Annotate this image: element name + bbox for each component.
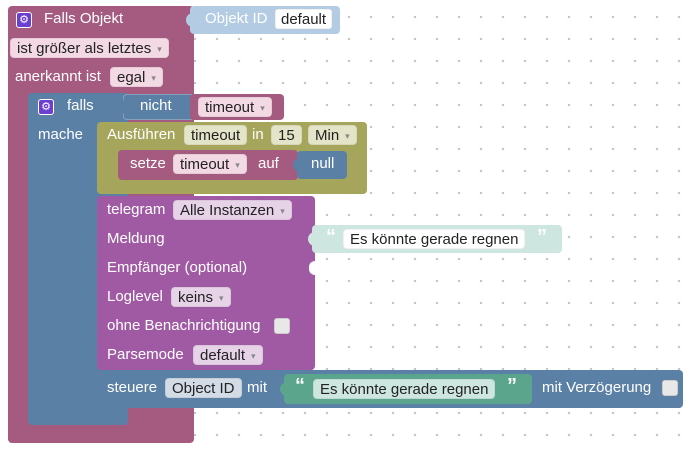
- chevron-down-icon: ▾: [157, 44, 162, 54]
- set-label: setze: [130, 155, 166, 172]
- message-label: Meldung: [107, 230, 165, 247]
- not-label: nicht: [140, 97, 172, 114]
- silent-checkbox[interactable]: [274, 318, 290, 334]
- chevron-down-icon: ▾: [251, 351, 256, 361]
- parsemode-value: default: [200, 347, 246, 364]
- timeout-unit-dropdown[interactable]: Min ▾: [308, 125, 357, 145]
- recipient-socket[interactable]: [309, 261, 315, 275]
- null-notch: [293, 158, 301, 172]
- ack-dropdown[interactable]: egal ▾: [110, 67, 163, 87]
- object-id-label: Objekt ID: [205, 10, 268, 27]
- telegram-label: telegram: [107, 201, 166, 218]
- chevron-down-icon: ▾: [280, 206, 285, 216]
- compare-dropdown-value: ist größer als letztes: [17, 40, 152, 57]
- close-quote-icon: ”: [537, 226, 547, 248]
- set-variable-dropdown[interactable]: timeout ▾: [173, 154, 247, 174]
- chevron-down-icon: ▾: [235, 160, 240, 170]
- parsemode-dropdown[interactable]: default ▾: [193, 345, 263, 365]
- do-label: mache: [38, 126, 84, 143]
- set-variable-value: timeout: [180, 156, 230, 173]
- delay-checkbox[interactable]: [662, 380, 678, 396]
- null-block[interactable]: [297, 151, 347, 179]
- parsemode-label: Parsemode: [107, 346, 184, 363]
- telegram-instance-value: Alle Instanzen: [180, 202, 275, 219]
- trigger-block-bottom: [8, 430, 194, 442]
- object-id-value[interactable]: default: [275, 9, 333, 29]
- message-text-notch: [308, 232, 316, 246]
- open-quote-icon: “: [326, 226, 336, 248]
- if-label: falls: [67, 97, 94, 114]
- gear-icon[interactable]: ⚙: [38, 99, 54, 115]
- close-quote-icon: ”: [507, 375, 517, 397]
- chevron-down-icon: ▾: [345, 131, 350, 141]
- timeout-unit-value: Min: [315, 127, 340, 144]
- chevron-down-icon: ▾: [260, 103, 265, 113]
- recipient-label: Empfänger (optional): [107, 259, 248, 276]
- silent-label: ohne Benachrichtigung: [107, 317, 261, 334]
- control-text-field[interactable]: Es könnte gerade regnen: [313, 379, 496, 399]
- not-notch: [119, 100, 127, 114]
- object-id-notch: [186, 13, 194, 27]
- control-text-notch: [280, 382, 288, 396]
- message-text-field[interactable]: Es könnte gerade regnen: [343, 229, 526, 249]
- not-variable-value: timeout: [205, 99, 255, 116]
- timeout-label: Ausführen: [107, 126, 176, 143]
- timeout-name-field[interactable]: timeout: [184, 125, 248, 145]
- loglevel-label: Loglevel: [107, 288, 163, 305]
- compare-dropdown[interactable]: ist größer als letztes ▾: [10, 38, 169, 58]
- trigger-title: Falls Objekt: [44, 10, 124, 27]
- gear-icon[interactable]: ⚙: [16, 12, 32, 28]
- set-to-label: auf: [258, 155, 279, 172]
- timeout-in-label: in: [252, 126, 264, 143]
- ack-dropdown-value: egal: [117, 69, 146, 86]
- telegram-block[interactable]: [97, 196, 315, 370]
- ack-label: anerkannt ist: [15, 68, 101, 85]
- open-quote-icon: “: [295, 375, 305, 397]
- delay-label: mit Verzögerung: [542, 379, 652, 396]
- null-value: null: [311, 155, 335, 172]
- chevron-down-icon: ▾: [219, 293, 224, 303]
- loglevel-value: keins: [178, 289, 214, 306]
- control-label: steuere: [107, 379, 158, 396]
- telegram-instance-dropdown[interactable]: Alle Instanzen ▾: [173, 200, 292, 220]
- not-variable-dropdown[interactable]: timeout ▾: [198, 97, 272, 117]
- timeout-duration-field[interactable]: 15: [271, 125, 302, 145]
- control-object-id[interactable]: Object ID: [165, 378, 242, 398]
- control-with-label: mit: [247, 379, 267, 396]
- chevron-down-icon: ▾: [151, 73, 156, 83]
- loglevel-dropdown[interactable]: keins ▾: [171, 287, 231, 307]
